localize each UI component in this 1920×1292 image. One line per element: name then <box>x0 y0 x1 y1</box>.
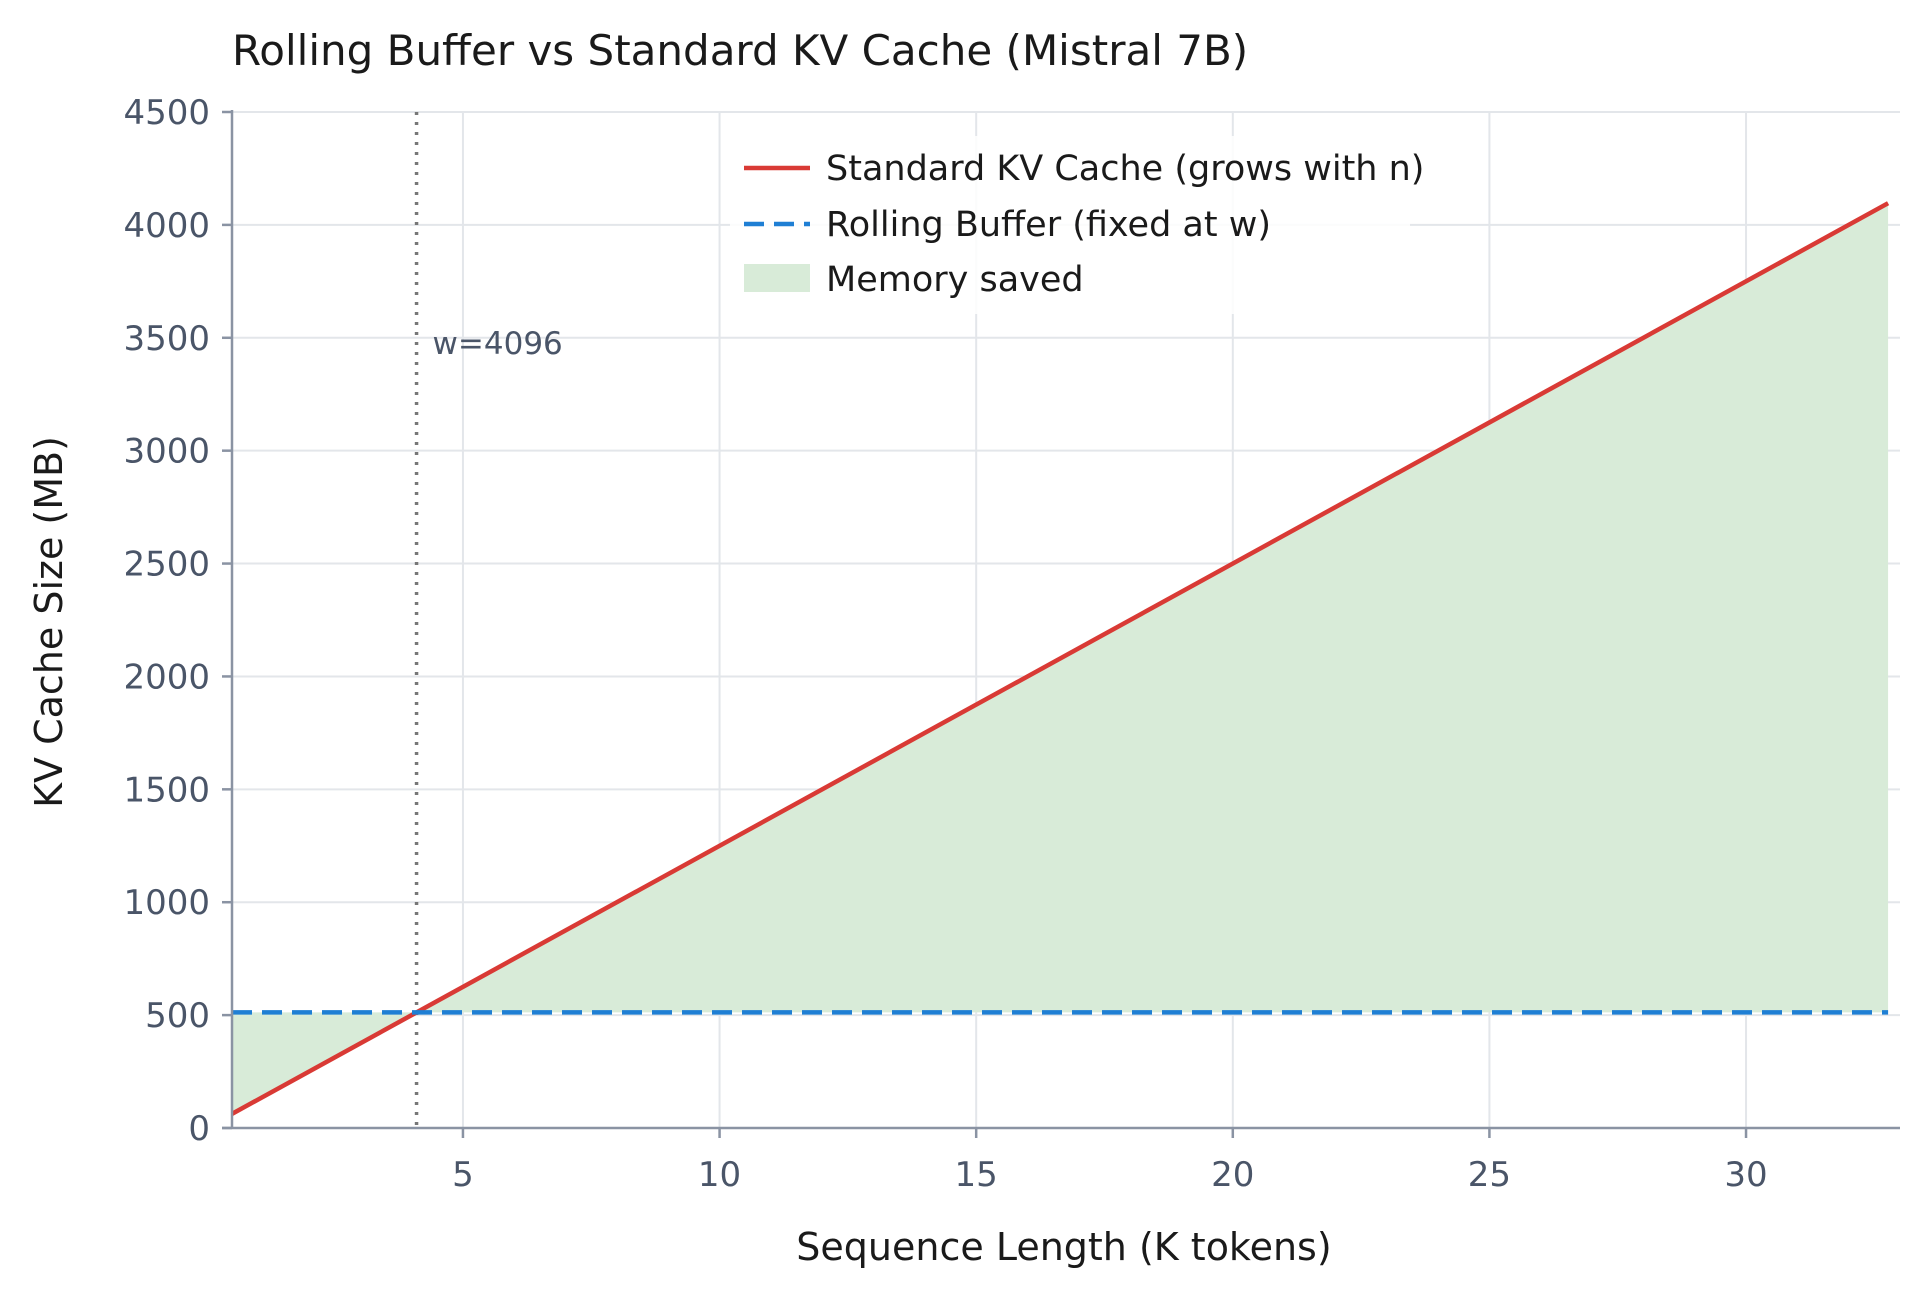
legend-label-memory-saved: Memory saved <box>826 260 1084 300</box>
y-tick-label: 1500 <box>123 770 210 810</box>
window-size-label: w=4096 <box>433 326 563 362</box>
x-axis-label: Sequence Length (K tokens) <box>796 1225 1331 1269</box>
y-tick-label: 4500 <box>123 93 210 133</box>
y-tick-label: 3500 <box>123 319 210 359</box>
x-tick-label: 5 <box>452 1155 474 1195</box>
legend: Standard KV Cache (grows with n) Rolling … <box>730 136 1424 314</box>
y-tick-label: 1000 <box>123 883 210 923</box>
x-tick-label: 20 <box>1211 1155 1254 1195</box>
x-tick-label: 25 <box>1468 1155 1511 1195</box>
standard-kv-cache-line <box>230 201 1890 1116</box>
y-tick-label: 0 <box>188 1109 210 1149</box>
y-tick-label: 3000 <box>123 432 210 472</box>
legend-swatch-memory-saved <box>744 264 810 292</box>
chart-title: Rolling Buffer vs Standard KV Cache (Mis… <box>232 26 1248 75</box>
y-tick-label: 2000 <box>123 657 210 697</box>
y-tick-label: 500 <box>145 996 210 1036</box>
legend-label-standard: Standard KV Cache (grows with n) <box>826 149 1424 189</box>
y-tick-label: 2500 <box>123 545 210 585</box>
x-tick-label: 30 <box>1724 1155 1767 1195</box>
legend-background <box>730 136 1410 314</box>
y-axis-label: KV Cache Size (MB) <box>27 436 71 808</box>
y-tick-label: 4000 <box>123 206 210 246</box>
legend-label-rolling: Rolling Buffer (fixed at w) <box>826 205 1271 245</box>
x-tick-label: 10 <box>698 1155 741 1195</box>
x-tick-label: 15 <box>955 1155 998 1195</box>
